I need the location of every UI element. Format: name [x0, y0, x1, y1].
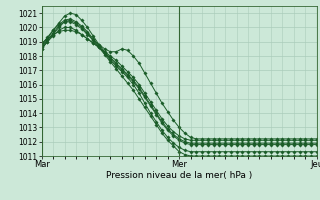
X-axis label: Pression niveau de la mer( hPa ): Pression niveau de la mer( hPa )	[106, 171, 252, 180]
